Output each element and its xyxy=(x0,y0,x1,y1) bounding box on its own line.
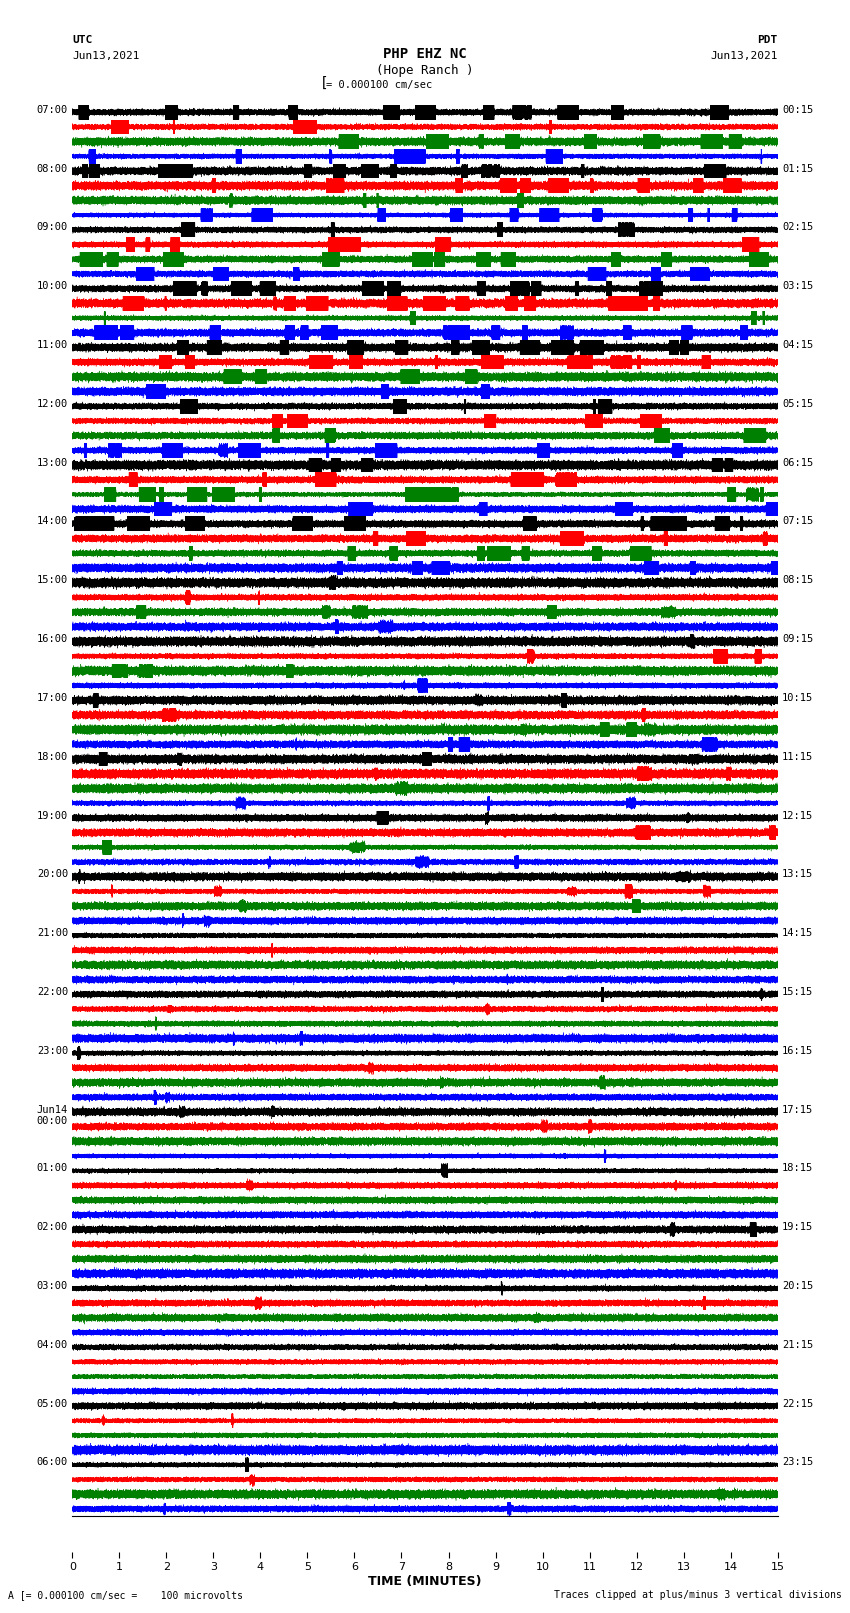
Text: 10:15: 10:15 xyxy=(782,694,813,703)
Text: UTC: UTC xyxy=(72,35,93,45)
Text: 14:15: 14:15 xyxy=(782,927,813,939)
Text: Jun13,2021: Jun13,2021 xyxy=(711,52,778,61)
Text: 03:00: 03:00 xyxy=(37,1281,68,1290)
Text: 03:15: 03:15 xyxy=(782,281,813,292)
Text: 06:15: 06:15 xyxy=(782,458,813,468)
Text: 05:00: 05:00 xyxy=(37,1398,68,1408)
Text: 00:15: 00:15 xyxy=(782,105,813,115)
Text: 12:00: 12:00 xyxy=(37,398,68,408)
Text: [: [ xyxy=(320,76,328,90)
Text: 15:15: 15:15 xyxy=(782,987,813,997)
Text: 18:15: 18:15 xyxy=(782,1163,813,1173)
Text: 16:00: 16:00 xyxy=(37,634,68,644)
Text: 17:15: 17:15 xyxy=(782,1105,813,1115)
Text: 14:00: 14:00 xyxy=(37,516,68,526)
Text: 04:00: 04:00 xyxy=(37,1340,68,1350)
X-axis label: TIME (MINUTES): TIME (MINUTES) xyxy=(368,1574,482,1587)
Text: 12:15: 12:15 xyxy=(782,810,813,821)
Text: 13:00: 13:00 xyxy=(37,458,68,468)
Text: 07:00: 07:00 xyxy=(37,105,68,115)
Text: 09:00: 09:00 xyxy=(37,223,68,232)
Text: 04:15: 04:15 xyxy=(782,340,813,350)
Text: Traces clipped at plus/minus 3 vertical divisions: Traces clipped at plus/minus 3 vertical … xyxy=(553,1590,842,1600)
Text: 11:15: 11:15 xyxy=(782,752,813,761)
Text: 02:15: 02:15 xyxy=(782,223,813,232)
Text: 01:00: 01:00 xyxy=(37,1163,68,1173)
Text: 21:15: 21:15 xyxy=(782,1340,813,1350)
Text: 22:15: 22:15 xyxy=(782,1398,813,1408)
Text: 08:00: 08:00 xyxy=(37,163,68,174)
Text: 11:00: 11:00 xyxy=(37,340,68,350)
Text: 19:15: 19:15 xyxy=(782,1223,813,1232)
Text: Jun14
00:00: Jun14 00:00 xyxy=(37,1105,68,1126)
Text: 23:00: 23:00 xyxy=(37,1045,68,1057)
Text: 15:00: 15:00 xyxy=(37,576,68,586)
Text: 05:15: 05:15 xyxy=(782,398,813,408)
Text: PHP EHZ NC: PHP EHZ NC xyxy=(383,47,467,61)
Text: Jun13,2021: Jun13,2021 xyxy=(72,52,139,61)
Text: 10:00: 10:00 xyxy=(37,281,68,292)
Text: 01:15: 01:15 xyxy=(782,163,813,174)
Text: 22:00: 22:00 xyxy=(37,987,68,997)
Text: 23:15: 23:15 xyxy=(782,1458,813,1468)
Text: = 0.000100 cm/sec: = 0.000100 cm/sec xyxy=(326,81,433,90)
Text: 19:00: 19:00 xyxy=(37,810,68,821)
Text: 13:15: 13:15 xyxy=(782,869,813,879)
Text: 08:15: 08:15 xyxy=(782,576,813,586)
Text: 20:15: 20:15 xyxy=(782,1281,813,1290)
Text: 20:00: 20:00 xyxy=(37,869,68,879)
Text: (Hope Ranch ): (Hope Ranch ) xyxy=(377,65,473,77)
Text: PDT: PDT xyxy=(757,35,778,45)
Text: 09:15: 09:15 xyxy=(782,634,813,644)
Text: 17:00: 17:00 xyxy=(37,694,68,703)
Text: 02:00: 02:00 xyxy=(37,1223,68,1232)
Text: 07:15: 07:15 xyxy=(782,516,813,526)
Text: 21:00: 21:00 xyxy=(37,927,68,939)
Text: 18:00: 18:00 xyxy=(37,752,68,761)
Text: A [= 0.000100 cm/sec =    100 microvolts: A [= 0.000100 cm/sec = 100 microvolts xyxy=(8,1590,243,1600)
Text: 16:15: 16:15 xyxy=(782,1045,813,1057)
Text: 06:00: 06:00 xyxy=(37,1458,68,1468)
